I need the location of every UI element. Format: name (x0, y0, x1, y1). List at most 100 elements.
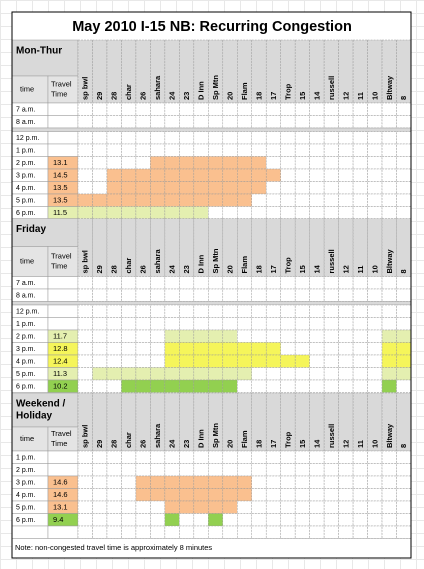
time-label: 12 p.m. (16, 135, 39, 142)
congestion-cell (222, 367, 238, 381)
empty-cell (309, 317, 325, 331)
empty-cell (338, 329, 354, 343)
empty-cell (179, 131, 195, 145)
empty-cell (294, 450, 310, 464)
empty-cell (396, 488, 412, 502)
column-header: 20 (226, 440, 235, 448)
empty-cell (92, 156, 108, 170)
column-header: russell (327, 424, 336, 448)
empty-cell (309, 102, 325, 116)
empty-cell (323, 304, 339, 318)
congestion-cell (150, 488, 166, 502)
column-header: 24 (168, 91, 177, 100)
empty-cell (381, 102, 397, 116)
empty-cell (208, 102, 224, 116)
empty-cell (121, 115, 137, 129)
time-label: 12 p.m. (16, 309, 39, 316)
congestion-cell (396, 342, 412, 356)
empty-cell (135, 131, 151, 145)
empty-cell (193, 276, 209, 290)
congestion-cell (179, 354, 195, 368)
empty-cell (164, 525, 180, 539)
empty-cell (77, 450, 93, 464)
empty-cell (150, 131, 166, 145)
column-header: 17 (269, 440, 278, 448)
empty-cell (338, 475, 354, 489)
empty-cell (280, 488, 296, 502)
empty-cell (352, 475, 368, 489)
empty-cell (237, 206, 252, 220)
empty-cell (237, 131, 252, 145)
title: May 2010 I-15 NB: Recurring Congestion (72, 19, 352, 35)
empty-cell (367, 102, 383, 116)
empty-cell (396, 276, 412, 290)
column-header: sp bwl (81, 425, 90, 448)
column-header-cell (396, 392, 412, 452)
congestion-cell (164, 181, 180, 195)
column-header-cell (396, 39, 412, 104)
empty-cell (367, 354, 383, 368)
congestion-cell (237, 193, 252, 207)
empty-cell (150, 143, 166, 157)
empty-cell (323, 354, 339, 368)
empty-cell (121, 102, 137, 116)
time-label: 7 a.m. (16, 280, 36, 287)
empty-cell (193, 463, 209, 477)
empty-cell (352, 143, 368, 157)
column-header: 12 (341, 265, 350, 273)
empty-cell (367, 115, 383, 129)
congestion-cell (164, 206, 180, 220)
congestion-cell (222, 156, 238, 170)
column-header: Sp Mtn (211, 75, 220, 100)
empty-cell (121, 475, 137, 489)
column-header: Sp Mtn (211, 248, 220, 273)
empty-cell (179, 276, 195, 290)
time-label: 1 p.m. (16, 321, 36, 328)
empty-cell (208, 115, 224, 129)
empty-cell (381, 450, 397, 464)
empty-cell (352, 450, 368, 464)
empty-cell (251, 193, 267, 207)
congestion-cell (106, 206, 122, 220)
empty-cell (280, 143, 296, 157)
empty-cell (381, 156, 397, 170)
congestion-cell (193, 379, 209, 393)
column-header: Flam (240, 430, 249, 448)
column-header: 17 (269, 265, 278, 273)
empty-cell (367, 156, 383, 170)
empty-cell (352, 206, 368, 220)
empty-cell (309, 500, 325, 514)
empty-cell (164, 143, 180, 157)
empty-cell (294, 379, 310, 393)
empty-cell (265, 276, 281, 290)
empty-cell (251, 463, 267, 477)
empty-cell (106, 488, 122, 502)
empty-cell (77, 475, 93, 489)
empty-cell (367, 513, 383, 527)
empty-cell (367, 193, 383, 207)
congestion-cell (92, 367, 108, 381)
column-header: Flam (240, 256, 249, 274)
empty-cell (92, 276, 108, 290)
empty-cell (338, 463, 354, 477)
empty-cell (265, 475, 281, 489)
congestion-cell (222, 168, 238, 182)
empty-cell (309, 193, 325, 207)
congestion-cell (121, 181, 137, 195)
empty-cell (77, 525, 93, 539)
empty-cell (381, 168, 397, 182)
congestion-cell (208, 156, 224, 170)
empty-cell (121, 317, 137, 331)
column-header: Sp Mtn (211, 423, 220, 448)
empty-cell (135, 317, 151, 331)
column-header: 11 (356, 266, 365, 274)
congestion-cell (237, 488, 252, 502)
empty-cell (106, 342, 122, 356)
empty-cell (352, 342, 368, 356)
congestion-cell (222, 342, 238, 356)
time-label: 5 p.m. (16, 371, 36, 378)
empty-cell (164, 450, 180, 464)
empty-cell (367, 367, 383, 381)
travel-header-cell (47, 246, 79, 277)
congestion-cell (222, 379, 238, 393)
